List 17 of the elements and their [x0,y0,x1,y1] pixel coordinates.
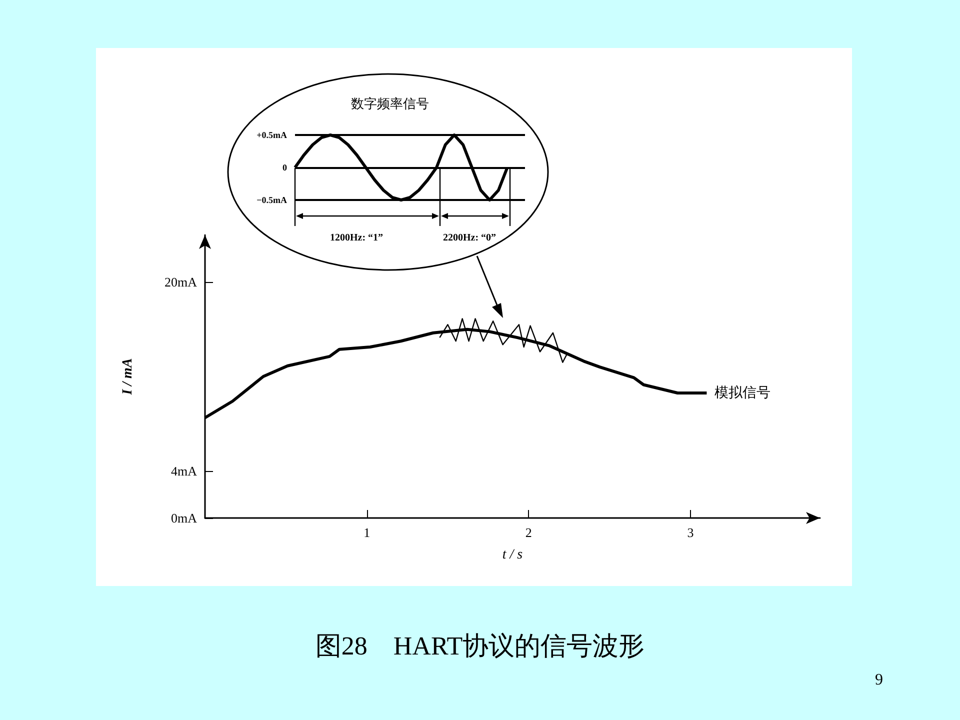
x-axis-title: t / s [502,548,524,562]
y-tick-label: 0 [282,162,288,172]
y-tick-label: +0.5mA [256,130,288,140]
x-tick-label: 3 [687,525,694,540]
x-tick-label: 2 [525,525,532,540]
annotation: 2200Hz: “0” [443,232,496,244]
y-tick-label: 4mA [171,463,198,478]
chart-title: 数字频率信号 [351,96,429,111]
x-tick-label: 1 [364,525,370,540]
y-tick-label: −0.5mA [256,195,288,205]
series-label: 模拟信号 [714,385,771,402]
y-tick-label: 20mA [164,274,198,290]
text: 9 [875,672,883,688]
annotation: 1200Hz: “1” [330,232,384,244]
text: 图28 HART协议的信号波形 [315,632,645,660]
y-axis-title: I / mA [120,358,136,396]
y-tick-label: 0mA [171,510,198,526]
